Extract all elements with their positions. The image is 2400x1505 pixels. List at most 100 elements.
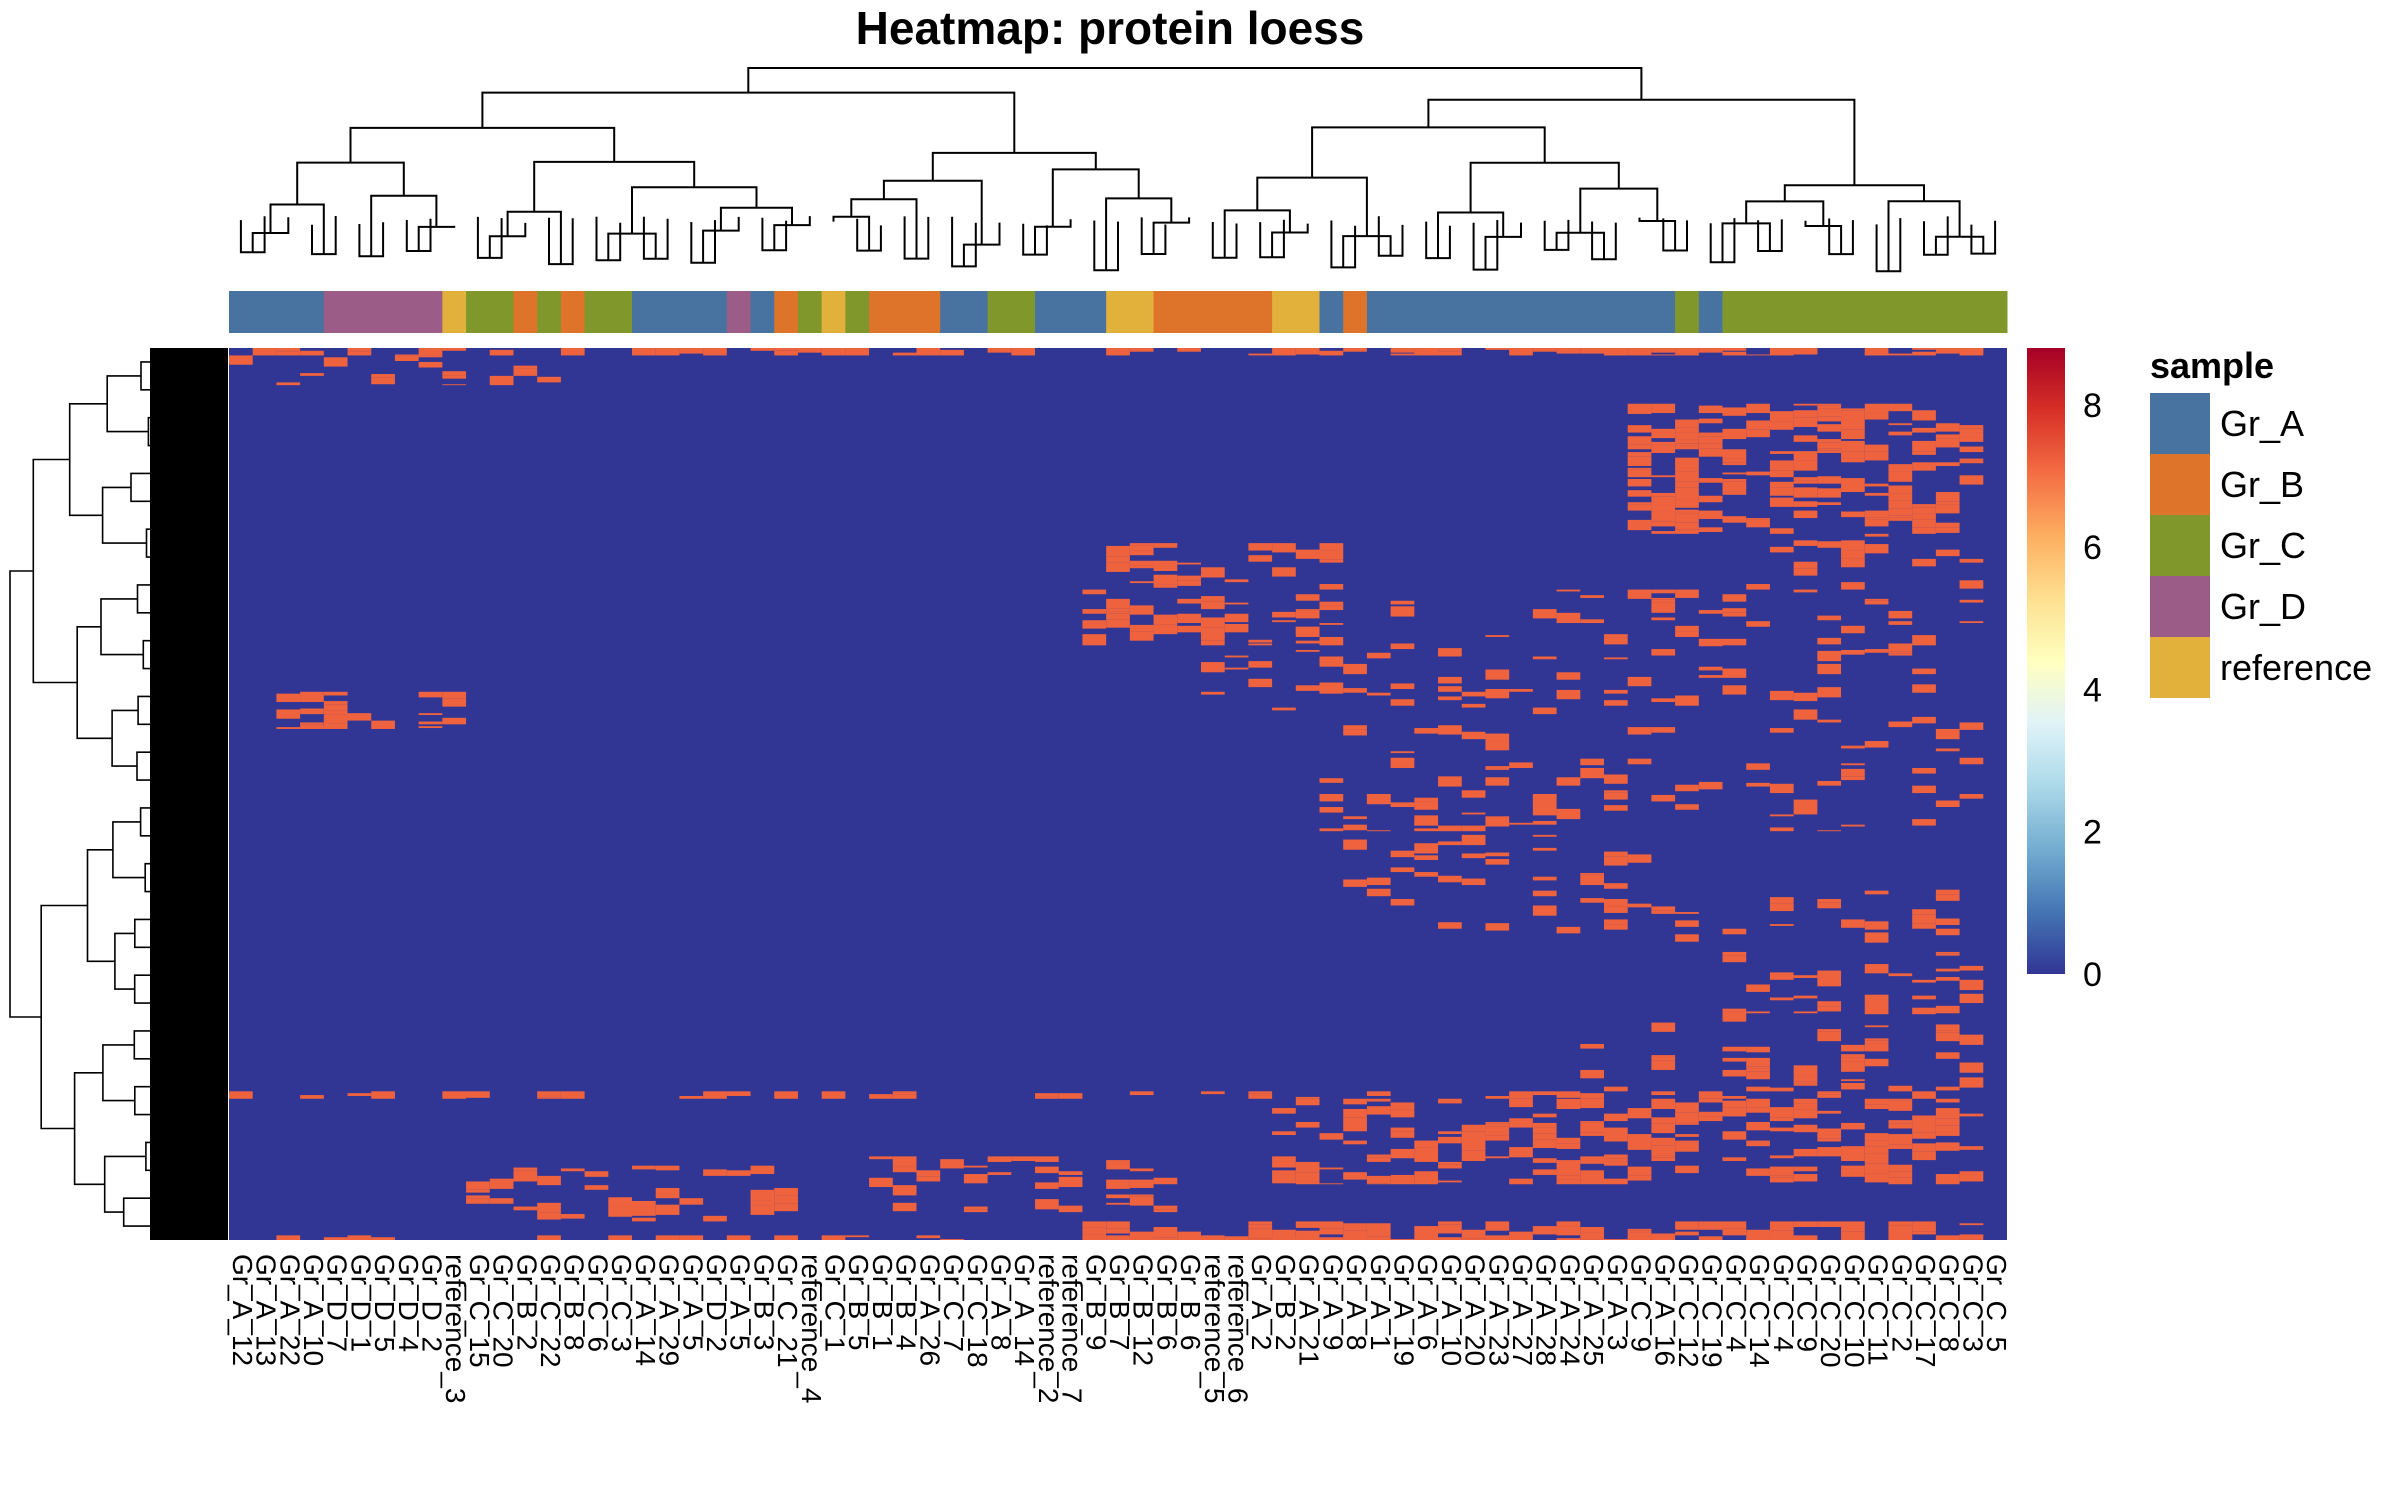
heatmap-cell xyxy=(1675,492,1699,500)
heatmap-cell xyxy=(1272,1229,1296,1240)
dendrogram-branch xyxy=(962,222,1001,267)
heatmap-cell xyxy=(1509,1235,1533,1240)
heatmap-cell xyxy=(1675,487,1699,493)
heatmap-cell xyxy=(1200,640,1225,646)
heatmap-cell xyxy=(1722,638,1747,646)
heatmap-cell xyxy=(1082,1221,1107,1228)
heatmap-cell xyxy=(1769,1166,1794,1176)
heatmap-cell xyxy=(1366,1175,1391,1184)
heatmap-cell xyxy=(1319,807,1344,813)
heatmap-cell xyxy=(1675,1140,1699,1143)
heatmap-cell xyxy=(1935,1005,1960,1014)
column-label: Gr_B_4 xyxy=(891,1254,922,1351)
heatmap-cell xyxy=(1272,348,1296,356)
heatmap-cell xyxy=(1580,1098,1604,1109)
heatmap-cell xyxy=(1651,492,1676,497)
heatmap-cell xyxy=(892,1091,917,1095)
dendrogram-branch xyxy=(1152,217,1191,254)
heatmap-cell xyxy=(1603,689,1628,694)
heatmap-cell xyxy=(1912,348,1936,350)
heatmap-cell xyxy=(632,1165,656,1170)
heatmap-cell xyxy=(1864,1153,1889,1164)
column-label: reference_3 xyxy=(440,1254,471,1403)
heatmap-cell xyxy=(1248,1238,1273,1240)
heatmap-cell xyxy=(1959,425,1984,429)
heatmap-cell xyxy=(371,374,395,378)
heatmap-cell xyxy=(276,693,301,703)
heatmap-cell xyxy=(1603,1158,1628,1162)
heatmap-cell xyxy=(276,1235,301,1240)
heatmap-cell xyxy=(1793,477,1818,481)
heatmap-cell xyxy=(1769,460,1794,471)
heatmap-cell xyxy=(1177,1235,1201,1240)
heatmap-cell xyxy=(323,710,348,715)
legend-entry: reference xyxy=(2220,647,2372,688)
heatmap-cell xyxy=(1390,606,1415,617)
heatmap-cell xyxy=(1580,767,1604,779)
heatmap-cell xyxy=(1841,1057,1865,1062)
heatmap-cell xyxy=(1651,531,1676,534)
heatmap-cell xyxy=(1319,794,1344,802)
heatmap-cell xyxy=(584,1171,609,1177)
heatmap-cell xyxy=(1935,728,1960,740)
heatmap-cell xyxy=(1817,450,1842,453)
column-label: Gr_C_20 xyxy=(1815,1254,1846,1368)
heatmap-cell xyxy=(1129,1091,1154,1096)
heatmap-cell xyxy=(1319,559,1344,563)
heatmap-cell xyxy=(513,1170,538,1175)
heatmap-cell xyxy=(1841,763,1865,766)
heatmap-cell xyxy=(1959,460,1984,464)
heatmap-cell xyxy=(1864,994,1889,1004)
heatmap-cell xyxy=(1841,458,1865,463)
heatmap-cell xyxy=(1272,1131,1296,1136)
heatmap-cell xyxy=(1841,451,1865,459)
heatmap-cell xyxy=(1438,348,1462,352)
column-label: Gr_A_5 xyxy=(677,1254,708,1351)
heatmap-cell xyxy=(252,348,277,356)
heatmap-cell xyxy=(1082,1237,1107,1240)
dendrogram-branch xyxy=(239,216,266,254)
heatmap-cell xyxy=(1556,1098,1581,1109)
heatmap-cell xyxy=(1722,928,1747,935)
heatmap-cell xyxy=(1864,492,1889,496)
heatmap-cell xyxy=(1912,979,1936,983)
heatmap-cell xyxy=(1319,1221,1344,1229)
column-label: Gr_A_20 xyxy=(1460,1254,1491,1366)
heatmap-cell xyxy=(1841,408,1865,411)
heatmap-cell xyxy=(1129,545,1154,551)
heatmap-cell xyxy=(1319,1167,1344,1170)
heatmap-cell xyxy=(1627,1230,1652,1233)
heatmap-cell xyxy=(1841,649,1865,655)
heatmap-cell xyxy=(1935,1098,1960,1103)
heatmap-cell xyxy=(1651,505,1676,512)
heatmap-cell xyxy=(276,715,301,719)
heatmap-cell xyxy=(1912,451,1936,455)
heatmap-cell xyxy=(1200,1235,1225,1238)
dendrogram-branch xyxy=(349,126,616,163)
heatmap-cell xyxy=(1414,1154,1439,1162)
heatmap-cell xyxy=(1651,1157,1676,1162)
heatmap-cell xyxy=(1556,589,1581,592)
heatmap-cell xyxy=(1532,1122,1557,1128)
heatmap-cell xyxy=(1722,1131,1747,1140)
heatmap-cell xyxy=(1935,953,1960,956)
heatmap-cell xyxy=(1651,1123,1676,1129)
heatmap-cell xyxy=(1817,637,1842,645)
row-dendrogram-branch xyxy=(111,709,139,767)
heatmap-cell xyxy=(1603,634,1628,638)
heatmap-cell xyxy=(1793,799,1818,808)
heatmap-cell xyxy=(1698,432,1723,437)
heatmap-cell xyxy=(1651,521,1676,527)
heatmap-cell xyxy=(1390,1148,1415,1159)
heatmap-cell xyxy=(1864,348,1889,356)
annotation-segment xyxy=(584,291,633,333)
heatmap-cell xyxy=(1959,722,1984,730)
heatmap-cell xyxy=(1698,666,1723,671)
heatmap-cell xyxy=(1390,1239,1415,1240)
heatmap-cell xyxy=(1935,504,1960,514)
heatmap-cell xyxy=(1414,1140,1439,1148)
column-label: Gr_C_10 xyxy=(1839,1254,1870,1368)
heatmap-cell xyxy=(1769,1127,1794,1132)
heatmap-cell xyxy=(1651,910,1676,914)
heatmap-cell xyxy=(1627,479,1652,487)
